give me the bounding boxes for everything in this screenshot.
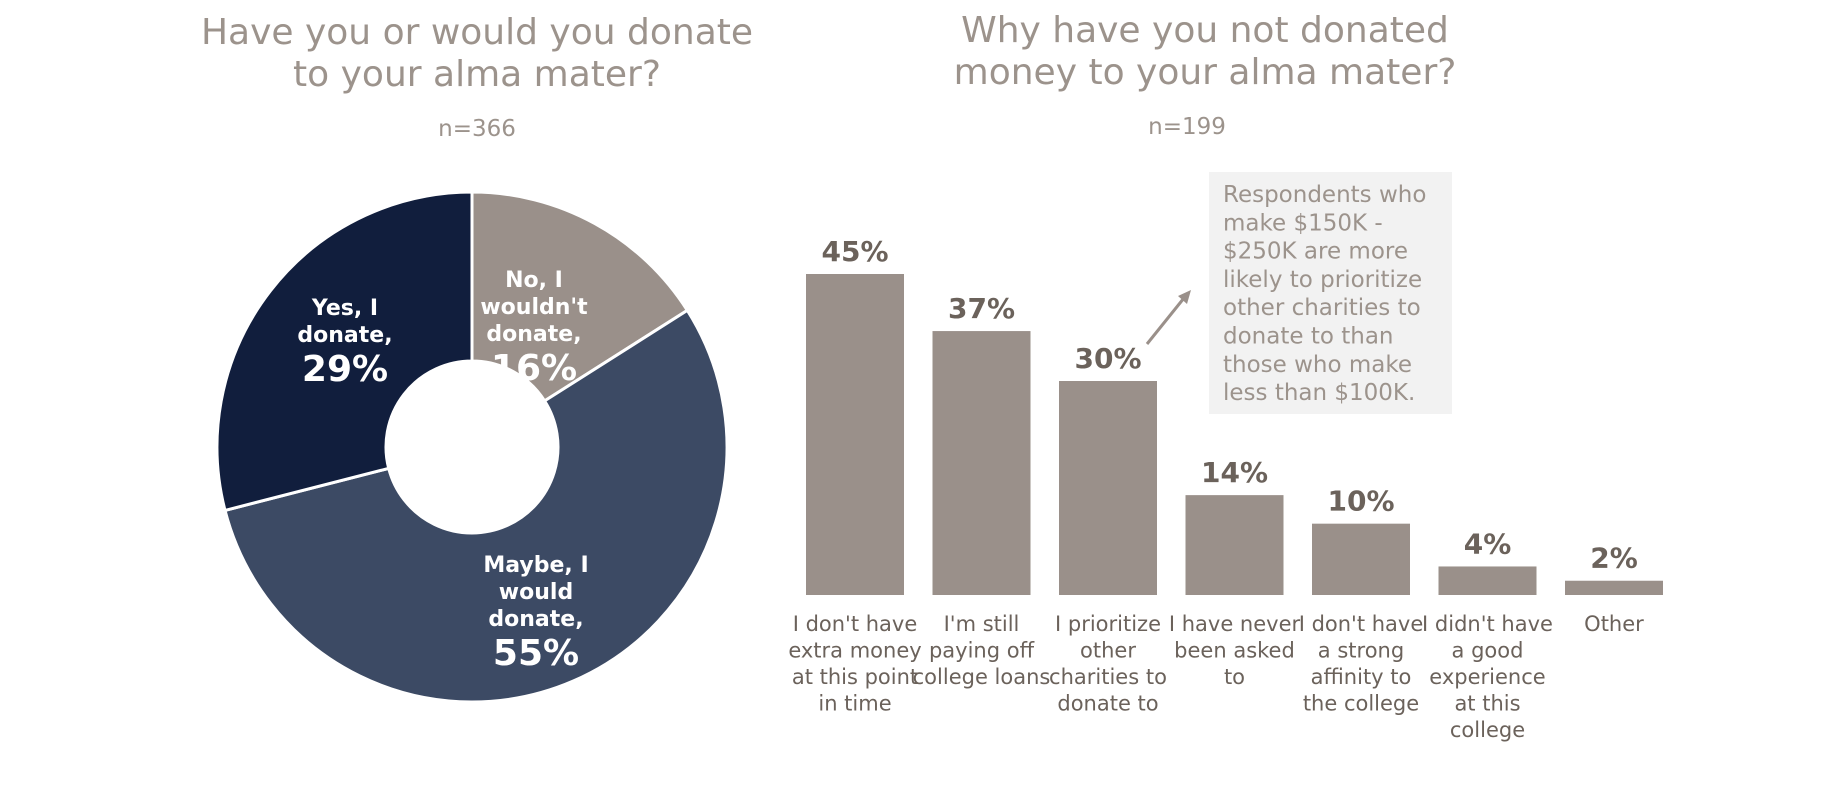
category-label: other <box>1080 639 1136 663</box>
slice-percent: 16% <box>491 348 577 389</box>
category-label: Other <box>1584 612 1644 636</box>
category-label: I don't have <box>1299 612 1424 636</box>
category-label: a strong <box>1318 639 1404 663</box>
bar-value-label: 10% <box>1327 485 1394 518</box>
category-label: I didn't have <box>1422 612 1553 636</box>
donut-title: Have you or would you donate <box>201 12 753 53</box>
donut-sample-size: n=366 <box>438 116 516 142</box>
bar <box>1059 381 1157 595</box>
annotation-text: other charities to <box>1223 295 1421 321</box>
annotation-text: less than $100K. <box>1223 380 1415 406</box>
bar <box>1185 495 1284 595</box>
category-label: I don't have <box>793 612 918 636</box>
category-label: been asked <box>1174 639 1295 663</box>
category-label: college loans <box>913 665 1051 689</box>
category-label: I prioritize <box>1055 612 1161 636</box>
slice-label: No, I <box>505 268 563 293</box>
bar-value-label: 37% <box>948 292 1015 325</box>
bar-sample-size: n=199 <box>1148 114 1226 140</box>
category-label: at this <box>1454 692 1520 716</box>
donut-slice <box>215 190 474 513</box>
category-label: college <box>1450 718 1525 742</box>
bar-value-label: 30% <box>1074 342 1141 375</box>
annotation-box <box>1209 172 1452 414</box>
bar-value-label: 2% <box>1590 542 1638 575</box>
slice-label: donate, <box>486 322 581 347</box>
annotation-text: $250K are more <box>1223 239 1408 265</box>
category-label: I'm still <box>944 612 1020 636</box>
annotation-text: donate to than <box>1223 324 1394 350</box>
category-label: donate to <box>1057 692 1158 716</box>
category-label: I have never <box>1169 612 1301 636</box>
annotation-text: likely to prioritize <box>1223 267 1422 293</box>
annotation-text: Respondents who <box>1223 182 1426 208</box>
category-label: charities to <box>1049 665 1167 689</box>
bar <box>932 331 1031 595</box>
annotation-text: those who make <box>1223 352 1412 378</box>
bar <box>1312 523 1410 595</box>
slice-label: Yes, I <box>311 296 378 321</box>
bar-title: Why have you not donated <box>961 10 1449 51</box>
donut-slice <box>223 308 729 704</box>
bar-value-label: 4% <box>1464 527 1512 560</box>
category-label: to <box>1224 665 1245 689</box>
category-label: the college <box>1303 692 1419 716</box>
bar <box>1438 566 1537 595</box>
slice-label: donate, <box>297 323 392 348</box>
slice-percent: 55% <box>493 633 579 674</box>
category-label: at this point <box>792 665 918 689</box>
bar-value-label: 14% <box>1201 456 1268 489</box>
annotation-arrow <box>1145 297 1186 345</box>
category-label: extra money <box>788 639 921 663</box>
slice-percent: 29% <box>302 349 388 390</box>
annotation-text: make $150K - <box>1223 210 1383 236</box>
category-label: in time <box>818 692 891 716</box>
donut-slice <box>470 190 690 403</box>
slice-label: donate, <box>488 607 583 632</box>
category-label: a good <box>1452 639 1524 663</box>
slice-label: Maybe, I <box>483 553 588 578</box>
slice-label: wouldn't <box>480 295 588 320</box>
category-label: affinity to <box>1311 665 1412 689</box>
slice-label: would <box>499 580 573 605</box>
annotation-arrowhead <box>1178 290 1191 304</box>
category-label: paying off <box>929 639 1035 663</box>
donut-title: to your alma mater? <box>293 54 661 95</box>
bar-title: money to your alma mater? <box>954 52 1457 93</box>
category-label: experience <box>1429 665 1545 689</box>
bar <box>806 274 904 595</box>
bar <box>1565 580 1663 595</box>
bar-value-label: 45% <box>821 235 888 268</box>
